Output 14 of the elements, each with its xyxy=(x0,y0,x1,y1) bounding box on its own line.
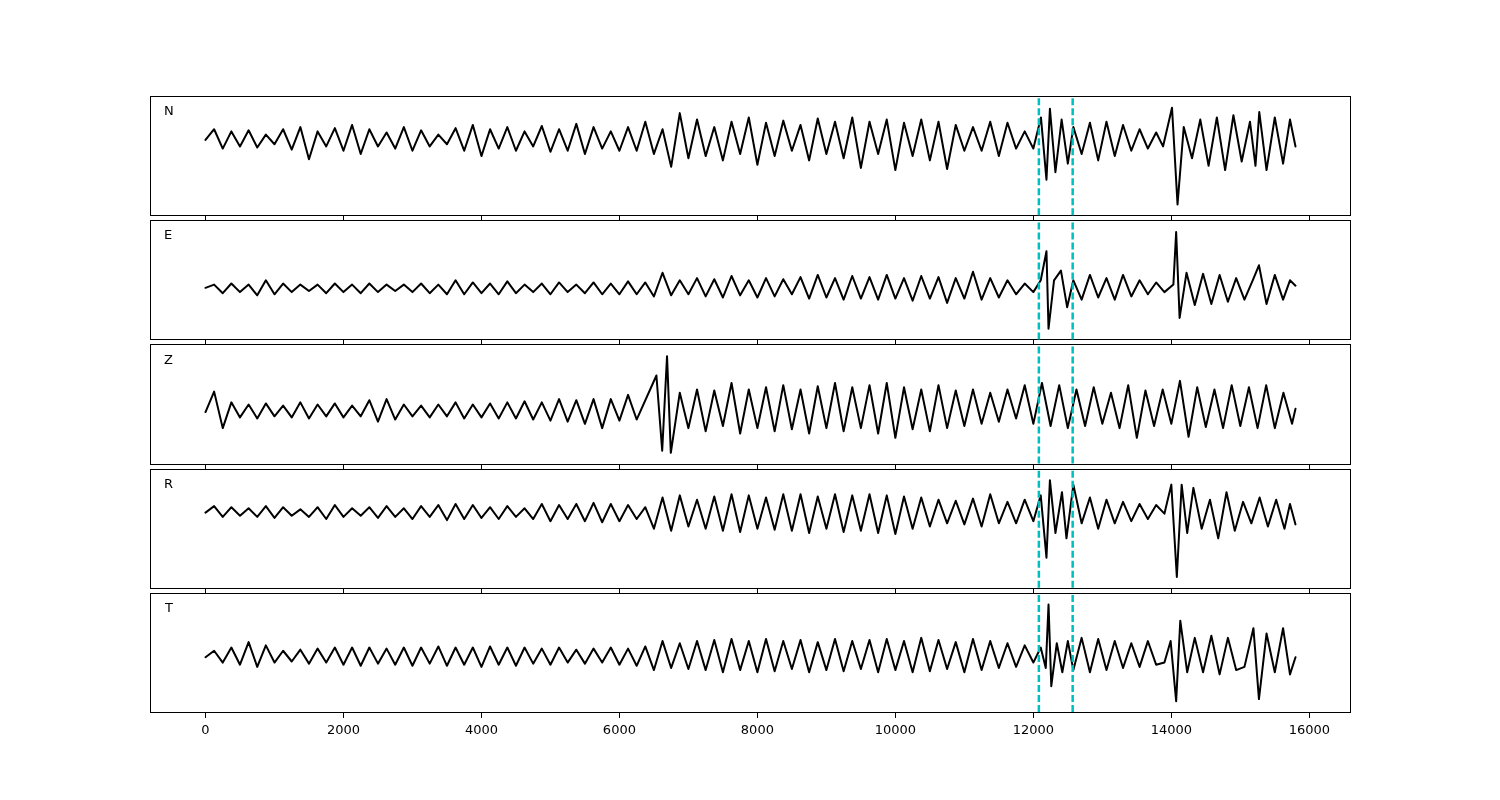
chart-title: Z xyxy=(164,352,173,367)
x-tick-label: 8000 xyxy=(740,721,774,737)
x-tick-label: 2000 xyxy=(326,721,361,737)
chart-title: R xyxy=(164,476,174,491)
chart-title: E xyxy=(164,227,173,242)
x-tick-label: 16000 xyxy=(1288,721,1330,737)
x-tick-label: 12000 xyxy=(1012,721,1055,737)
chart-title: N xyxy=(164,103,174,118)
x-tick-label: 14000 xyxy=(1150,721,1192,737)
x-tick-label: 4000 xyxy=(464,721,498,737)
x-tick-label: 6000 xyxy=(602,721,636,737)
chart-title: T xyxy=(164,600,173,615)
x-tick-label: 0 xyxy=(201,721,210,737)
x-tick-label: 10000 xyxy=(874,721,917,737)
